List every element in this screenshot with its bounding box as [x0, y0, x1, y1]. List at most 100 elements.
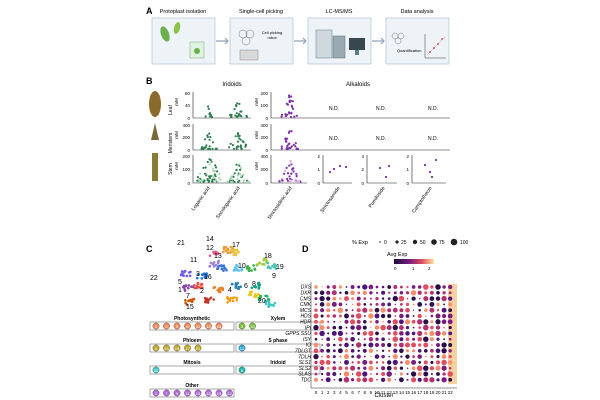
- expression-dot: [392, 331, 398, 336]
- legend-group-title: Photosynthetic: [174, 316, 210, 322]
- expression-dot: [423, 377, 429, 383]
- expression-dot: [368, 284, 374, 290]
- data-point: [295, 147, 299, 151]
- expression-dot: [345, 303, 348, 306]
- legend-swatch: [205, 389, 212, 397]
- umap-plot: [179, 245, 278, 309]
- expression-dot: [313, 324, 319, 331]
- data-point: [215, 178, 218, 182]
- expression-dot: [355, 313, 362, 319]
- iridoids-title: Iridoids: [222, 82, 241, 88]
- expression-dot: [424, 308, 428, 312]
- expression-dot: [338, 302, 343, 307]
- expression-dot: [392, 324, 398, 331]
- data-point: [284, 169, 287, 172]
- data-point: [238, 102, 241, 105]
- expression-dot: [425, 315, 427, 317]
- data-point: [236, 174, 240, 177]
- cell-point: [209, 261, 213, 265]
- cluster-tick: 16: [411, 390, 417, 395]
- expression-dot: [417, 354, 422, 359]
- unit-label: mM: [254, 131, 259, 139]
- data-point: [242, 173, 245, 176]
- data-point: [218, 173, 221, 176]
- cluster-number: 17: [232, 242, 240, 249]
- expression-dot: [345, 308, 348, 312]
- expression-dot: [436, 290, 440, 295]
- cluster-number: 9: [272, 273, 276, 280]
- gene-label: SLS1: [299, 360, 311, 366]
- cluster-tick: 10: [374, 390, 380, 395]
- expression-dot: [406, 285, 409, 289]
- expression-dot: [357, 349, 360, 353]
- data-point: [230, 175, 233, 178]
- expression-dot: [411, 366, 416, 371]
- cluster-tick: 4: [339, 390, 342, 395]
- cell-point: [220, 286, 224, 290]
- expression-dot: [399, 377, 404, 383]
- avg-exp-legend: Avg Exp 0 1 2: [387, 252, 434, 271]
- legend-id: 2: [165, 324, 168, 329]
- data-point: [232, 175, 235, 178]
- expression-dot: [362, 377, 368, 383]
- expression-dot: [381, 361, 385, 364]
- expression-dot: [418, 308, 421, 312]
- expression-dot: [325, 377, 331, 383]
- cell-point: [227, 248, 230, 252]
- expression-dot: [339, 291, 342, 295]
- expression-dot: [386, 325, 392, 331]
- expression-dot: [319, 302, 325, 307]
- data-point: [434, 158, 438, 162]
- data-point: [209, 161, 212, 164]
- cell-point: [187, 284, 191, 287]
- stem-tissue-icon: [152, 153, 158, 181]
- expression-dot: [345, 332, 348, 335]
- expression-dot: [370, 373, 372, 375]
- expression-dot: [313, 342, 319, 348]
- expression-dot: [387, 285, 392, 289]
- expression-dot: [369, 308, 373, 312]
- panel-d-label: D: [302, 244, 309, 254]
- data-point: [286, 179, 289, 182]
- cluster-number: 22: [150, 275, 158, 282]
- expression-dot: [386, 371, 392, 377]
- expression-dot: [417, 285, 422, 289]
- expression-dot: [387, 342, 392, 348]
- expression-dot: [448, 296, 453, 301]
- expression-dot: [405, 337, 410, 341]
- cell-point: [197, 273, 200, 276]
- expression-dot: [370, 326, 372, 329]
- expression-dot: [375, 296, 379, 301]
- cell-point: [184, 301, 187, 305]
- expression-dot: [381, 302, 386, 307]
- cell-point: [192, 297, 196, 301]
- expression-dot: [441, 331, 447, 336]
- expression-dot: [404, 342, 411, 348]
- expression-dot: [430, 360, 434, 364]
- expression-dot: [321, 378, 324, 381]
- cell-point: [253, 285, 256, 289]
- expression-dot: [447, 313, 453, 319]
- legend-id: 22: [227, 391, 232, 396]
- expression-dot: [321, 355, 323, 358]
- legend-id: 10: [250, 324, 255, 329]
- expression-dot: [399, 348, 404, 354]
- cluster-tick: 2: [327, 390, 330, 395]
- expression-dot: [337, 307, 344, 313]
- expression-dot: [448, 354, 452, 359]
- data-point: [235, 147, 238, 150]
- data-point: [289, 115, 293, 119]
- workflow-box-2: [229, 17, 294, 65]
- ytick: 0: [406, 181, 409, 186]
- cell-point: [234, 282, 238, 285]
- cluster-number: 16: [204, 274, 212, 281]
- data-point: [332, 167, 336, 171]
- expression-dot: [362, 284, 368, 290]
- cell-point: [257, 286, 261, 289]
- legend-swatch: [184, 344, 191, 352]
- expression-dot: [430, 285, 434, 289]
- expression-dot: [447, 360, 453, 365]
- expression-dot: [392, 359, 398, 365]
- expression-dot: [411, 285, 416, 289]
- expression-dot: [313, 377, 319, 382]
